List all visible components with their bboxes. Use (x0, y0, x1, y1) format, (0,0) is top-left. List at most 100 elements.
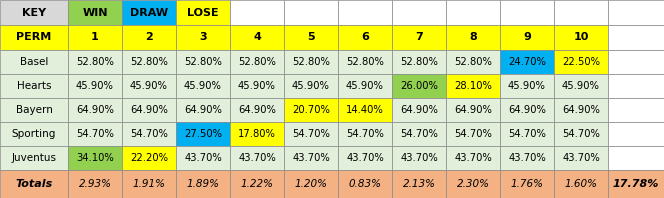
Bar (284, 98, 338, 122)
Bar (554, 122, 608, 146)
Bar (230, 50, 284, 74)
Bar (122, 146, 176, 170)
Bar (0, 0, 68, 25)
Bar (230, 0, 284, 25)
Bar (500, 50, 554, 74)
Text: 43.70%: 43.70% (562, 153, 600, 163)
Bar (122, 98, 176, 122)
Bar (608, 50, 664, 74)
Bar (338, 98, 392, 122)
Text: 0.83%: 0.83% (349, 179, 382, 189)
Bar (608, 0, 664, 25)
Bar (446, 122, 500, 146)
Text: 54.70%: 54.70% (130, 129, 168, 139)
Text: 64.90%: 64.90% (400, 105, 438, 115)
Bar (0, 50, 68, 74)
Bar (554, 25, 608, 50)
Bar (122, 170, 176, 198)
Bar (176, 0, 230, 25)
Bar (284, 122, 338, 146)
Text: 1.91%: 1.91% (133, 179, 165, 189)
Bar (338, 50, 392, 74)
Bar (338, 170, 392, 198)
Text: 64.90%: 64.90% (130, 105, 168, 115)
Bar (500, 122, 554, 146)
Bar (176, 98, 230, 122)
Text: 43.70%: 43.70% (508, 153, 546, 163)
Bar (68, 146, 122, 170)
Text: 54.70%: 54.70% (346, 129, 384, 139)
Bar (0, 98, 68, 122)
Text: 2.13%: 2.13% (402, 179, 436, 189)
Bar (68, 170, 122, 198)
Text: 1: 1 (91, 32, 99, 43)
Text: 1.76%: 1.76% (511, 179, 544, 189)
Bar (608, 98, 664, 122)
Text: 14.40%: 14.40% (346, 105, 384, 115)
Text: 6: 6 (361, 32, 369, 43)
Text: 43.70%: 43.70% (400, 153, 438, 163)
Text: 17.80%: 17.80% (238, 129, 276, 139)
Text: 52.80%: 52.80% (346, 57, 384, 67)
Bar (446, 74, 500, 98)
Bar (0, 74, 68, 98)
Bar (554, 98, 608, 122)
Bar (122, 0, 176, 25)
Text: 8: 8 (469, 32, 477, 43)
Bar (122, 74, 176, 98)
Bar (284, 0, 338, 25)
Bar (68, 122, 122, 146)
Text: Juventus: Juventus (11, 153, 56, 163)
Bar (0, 170, 68, 198)
Text: 52.80%: 52.80% (76, 57, 114, 67)
Bar (554, 74, 608, 98)
Text: 64.90%: 64.90% (76, 105, 114, 115)
Text: 43.70%: 43.70% (184, 153, 222, 163)
Text: PERM: PERM (17, 32, 52, 43)
Bar (500, 25, 554, 50)
Text: 45.90%: 45.90% (346, 81, 384, 91)
Text: 43.70%: 43.70% (238, 153, 276, 163)
Text: 64.90%: 64.90% (508, 105, 546, 115)
Bar (446, 146, 500, 170)
Bar (230, 170, 284, 198)
Text: 7: 7 (415, 32, 423, 43)
Bar (0, 25, 68, 50)
Bar (68, 98, 122, 122)
Bar (500, 146, 554, 170)
Bar (392, 25, 446, 50)
Bar (446, 0, 500, 25)
Text: KEY: KEY (22, 8, 46, 17)
Bar (500, 170, 554, 198)
Bar (608, 170, 664, 198)
Text: 54.70%: 54.70% (508, 129, 546, 139)
Bar (176, 74, 230, 98)
Bar (230, 74, 284, 98)
Text: 64.90%: 64.90% (184, 105, 222, 115)
Text: 3: 3 (199, 32, 207, 43)
Bar (230, 25, 284, 50)
Text: 27.50%: 27.50% (184, 129, 222, 139)
Text: 43.70%: 43.70% (292, 153, 330, 163)
Text: DRAW: DRAW (130, 8, 168, 17)
Text: WIN: WIN (82, 8, 108, 17)
Text: 45.90%: 45.90% (130, 81, 168, 91)
Text: Hearts: Hearts (17, 81, 51, 91)
Bar (0, 146, 68, 170)
Bar (338, 25, 392, 50)
Bar (0, 122, 68, 146)
Text: 9: 9 (523, 32, 531, 43)
Text: 64.90%: 64.90% (562, 105, 600, 115)
Text: 5: 5 (307, 32, 315, 43)
Bar (500, 74, 554, 98)
Text: 22.50%: 22.50% (562, 57, 600, 67)
Bar (392, 50, 446, 74)
Bar (392, 0, 446, 25)
Bar (392, 74, 446, 98)
Bar (608, 25, 664, 50)
Bar (176, 122, 230, 146)
Text: 10: 10 (573, 32, 589, 43)
Bar (284, 25, 338, 50)
Bar (392, 170, 446, 198)
Bar (446, 98, 500, 122)
